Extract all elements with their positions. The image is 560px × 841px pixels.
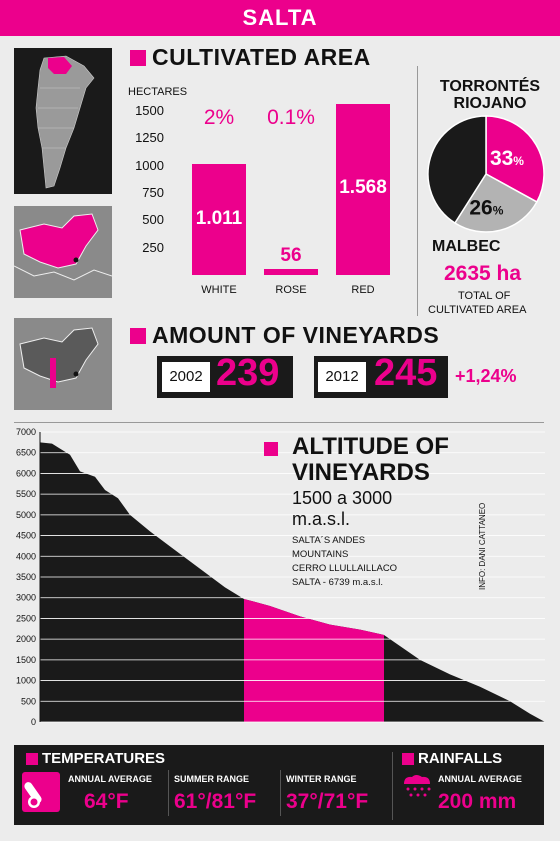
vineyards-marker xyxy=(130,328,146,344)
pie-slice xyxy=(453,173,538,233)
divider-horizontal xyxy=(14,422,544,423)
bar-white xyxy=(192,164,246,275)
climate-divider xyxy=(392,752,393,820)
vineyards-heading: AMOUNT OF VINEYARDS xyxy=(152,322,440,348)
bar-value-label: 56 xyxy=(280,244,302,266)
altitude-y-tick: 4500 xyxy=(16,531,36,541)
altitude-marker xyxy=(264,442,278,456)
altitude-area-chart: 7000650060005500500045004000350030002500… xyxy=(16,427,545,727)
vineyard-location-shape xyxy=(14,318,112,410)
bar-red xyxy=(336,103,390,275)
altitude-y-tick: 1500 xyxy=(16,655,36,665)
temp-divider-1 xyxy=(168,770,169,816)
rainfalls-heading: RAINFALLS xyxy=(418,750,503,767)
thermometer-icon xyxy=(22,772,60,812)
vineyard-altitude-band xyxy=(244,598,384,722)
cultivated-marker xyxy=(130,50,146,66)
hectares-label: HECTARES xyxy=(128,86,188,98)
rainfalls-marker xyxy=(402,753,414,765)
altitude-heading: ALTITUDE OF VINEYARDS xyxy=(292,434,449,486)
altitude-y-tick: 3000 xyxy=(16,593,36,603)
altitude-y-tick: 6000 xyxy=(16,468,36,478)
torrontes-line-1: TORRONTÉS xyxy=(439,78,541,95)
bar-y-tick: 1500 xyxy=(135,102,164,118)
bar-category-label: RED xyxy=(351,284,375,296)
argentina-map-shape xyxy=(35,55,95,189)
summer-range-value: 61°/81°F xyxy=(174,790,257,813)
altitude-y-tick: 5500 xyxy=(16,489,36,499)
mountain-area xyxy=(40,442,545,722)
altitude-note-2: MOUNTAINS xyxy=(292,549,349,560)
winter-range-value: 37°/71°F xyxy=(286,790,369,813)
bar-category-label: WHITE xyxy=(201,284,237,296)
rain-cloud-icon xyxy=(400,774,434,798)
altitude-y-tick: 6500 xyxy=(16,448,36,458)
divider-vertical xyxy=(417,66,418,316)
annual-temp-label: ANNUAL AVERAGE xyxy=(68,774,152,784)
altitude-y-tick: 2500 xyxy=(16,613,36,623)
argentina-map xyxy=(14,48,112,194)
count-2002: 239 xyxy=(216,352,280,394)
count-2012: 245 xyxy=(374,352,438,394)
altitude-range-2: m.a.s.l. xyxy=(292,509,351,529)
temperatures-marker xyxy=(26,753,38,765)
total-area-label-1: TOTAL OF xyxy=(458,290,511,302)
winter-range-label: WINTER RANGE xyxy=(286,774,357,784)
altitude-y-tick: 0 xyxy=(31,717,36,727)
temperatures-heading: TEMPERATURES xyxy=(42,750,166,767)
altitude-note-3: CERRO LLULLAILLACO xyxy=(292,563,398,574)
bar-y-tick: 750 xyxy=(142,184,164,200)
rainfall-value: 200 mm xyxy=(438,790,517,813)
altitude-notes: SALTA´S ANDES MOUNTAINS CERRO LLULLAILLA… xyxy=(292,534,397,590)
altitude-y-tick: 1000 xyxy=(16,676,36,686)
year-2002: 2002 xyxy=(162,362,210,392)
bar-percent-label: 0.1% xyxy=(267,106,315,129)
altitude-y-tick: 500 xyxy=(21,696,36,706)
altitude-y-tick: 7000 xyxy=(16,427,36,437)
credit: INFO: DANI CATTANEO xyxy=(478,502,487,590)
torrontes-line-2: RIOJANO xyxy=(453,95,527,112)
altitude-note-4: SALTA - 6739 m.a.s.l. xyxy=(292,577,383,588)
bar-y-tick: 1250 xyxy=(135,130,164,146)
salta-region-shape xyxy=(13,206,113,298)
summer-range-label: SUMMER RANGE xyxy=(174,774,250,784)
bar-percent-label: 1.5% xyxy=(339,106,387,129)
altitude-y-tick: 3500 xyxy=(16,572,36,582)
page-title: SALTA xyxy=(0,0,560,36)
altitude-range-1: 1500 a 3000 xyxy=(292,488,393,508)
altitude-note-1: SALTA´S ANDES xyxy=(292,535,366,546)
bar-rose xyxy=(264,268,318,275)
bar-percent-label: 2% xyxy=(203,106,235,129)
altitude-y-tick: 2000 xyxy=(16,634,36,644)
cultivated-bar-chart: 1500 1250 1000 750 500 250 1.011 2% WHITE 56 0.1% R… xyxy=(124,100,414,300)
vineyard-location-map xyxy=(14,318,112,410)
altitude-range: 1500 a 3000 m.a.s.l. xyxy=(292,488,392,530)
bar-y-tick: 500 xyxy=(142,212,164,228)
total-area-value: 2635 ha xyxy=(444,262,522,285)
bar-category-label: ROSE xyxy=(275,284,307,296)
torrontes-label: TORRONTÉS RIOJANO xyxy=(434,78,546,112)
total-area-label-2: CULTIVATED AREA xyxy=(428,304,527,316)
pie-slice xyxy=(427,115,487,225)
altitude-y-tick: 4000 xyxy=(16,551,36,561)
variety-pie-chart: 33%26% xyxy=(427,115,545,233)
bar-value-label: 1.568 xyxy=(339,177,387,199)
altitude-heading-2: VINEYARDS xyxy=(292,459,430,486)
climate-panel xyxy=(14,745,544,825)
bar-y-tick: 250 xyxy=(142,239,164,255)
pie-slice xyxy=(485,115,545,203)
malbec-label: MALBEC xyxy=(432,238,501,255)
salta-region-map xyxy=(13,206,113,298)
cultivated-heading: CULTIVATED AREA xyxy=(152,44,371,70)
altitude-y-tick: 5000 xyxy=(16,510,36,520)
bar-y-tick: 1000 xyxy=(135,157,164,173)
vineyards-change: +1,24% xyxy=(455,366,517,386)
altitude-heading-1: ALTITUDE OF xyxy=(292,433,449,460)
rainfall-label: ANNUAL AVERAGE xyxy=(438,774,522,784)
temp-divider-2 xyxy=(280,770,281,816)
year-2012: 2012 xyxy=(318,362,366,392)
annual-temp-value: 64°F xyxy=(84,790,129,813)
bar-value-label: 1.011 xyxy=(195,207,243,229)
